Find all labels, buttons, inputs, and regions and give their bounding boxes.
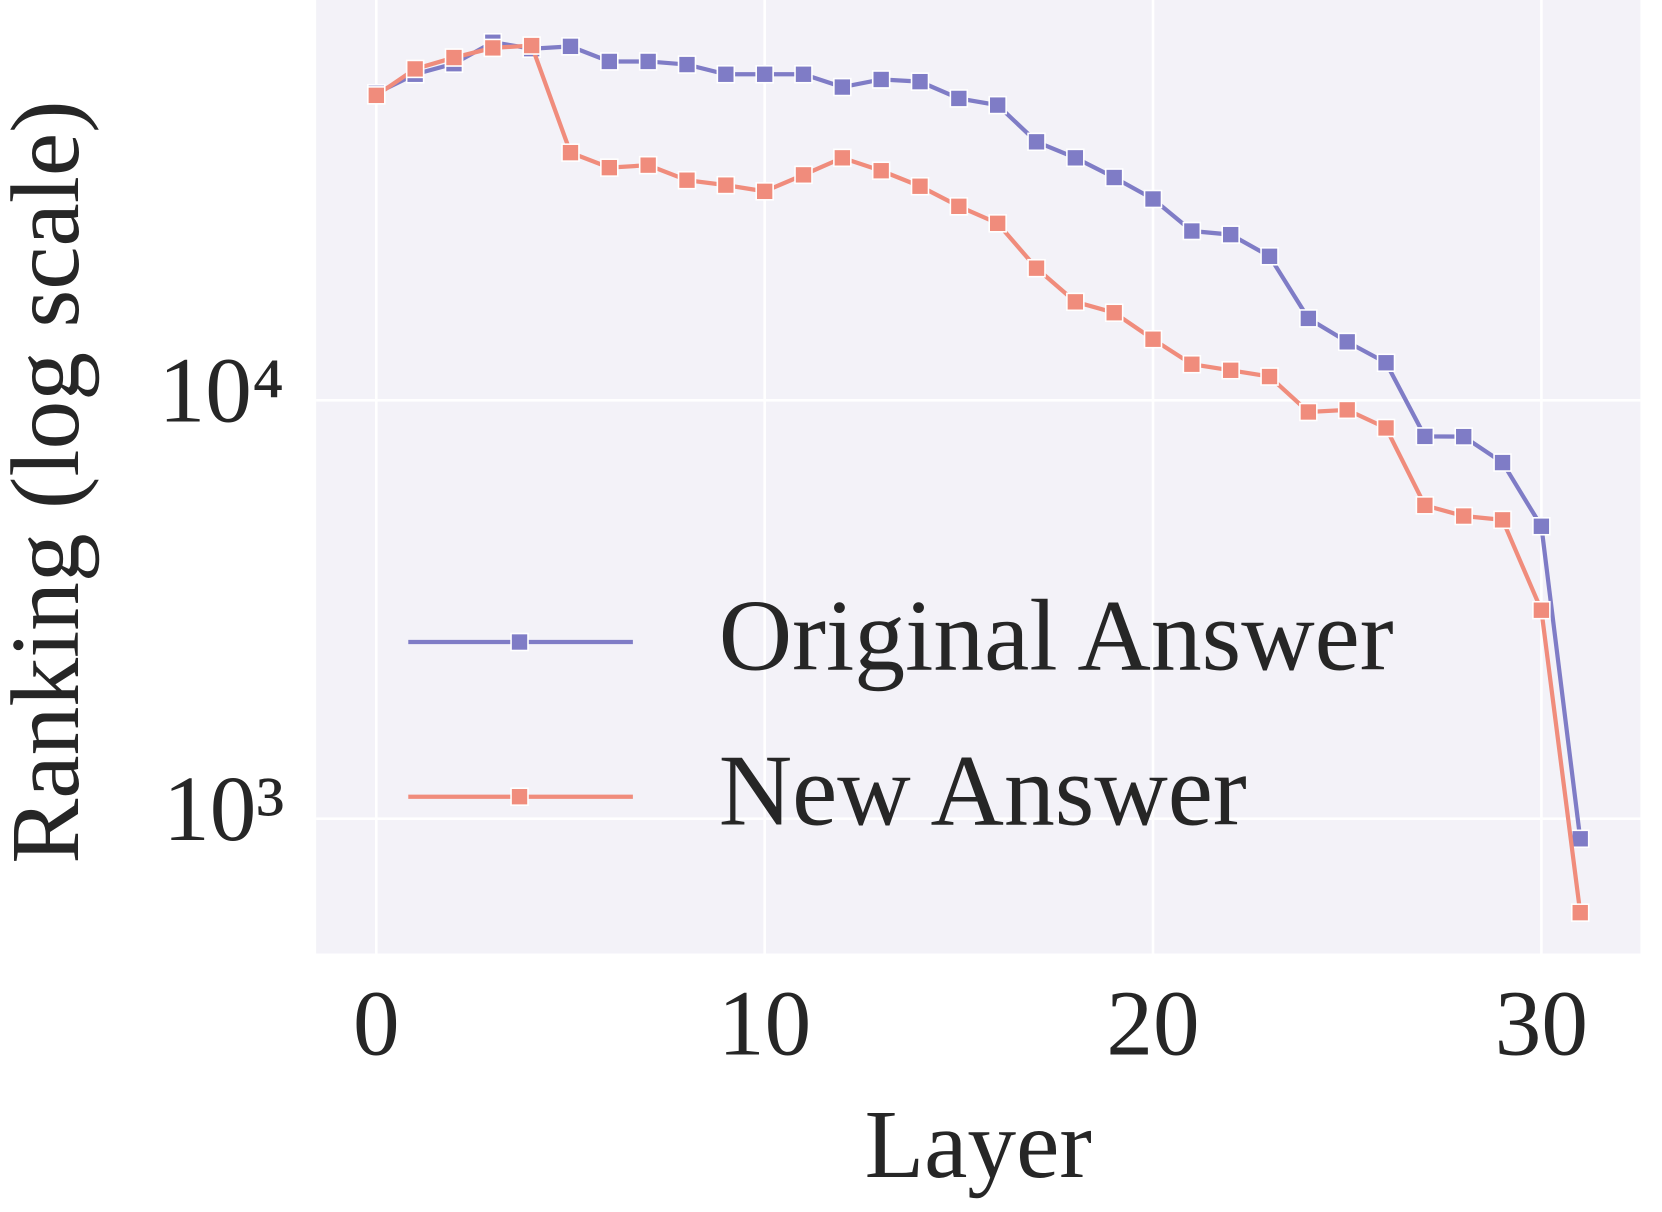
marker xyxy=(716,175,736,195)
marker xyxy=(1027,132,1046,152)
y-tick-label: 10³ xyxy=(163,758,284,861)
marker xyxy=(794,165,813,185)
marker xyxy=(677,55,697,74)
marker xyxy=(833,148,852,168)
marker xyxy=(755,182,774,201)
marker xyxy=(483,38,503,58)
marker xyxy=(1532,517,1551,536)
marker xyxy=(677,170,697,190)
marker xyxy=(1532,600,1551,620)
marker xyxy=(1337,400,1357,420)
marker xyxy=(1221,225,1240,244)
marker xyxy=(638,52,658,71)
marker xyxy=(1143,329,1163,349)
marker xyxy=(561,37,580,56)
marker xyxy=(1182,221,1202,241)
marker xyxy=(1415,427,1435,446)
marker xyxy=(600,52,619,71)
legend-marker xyxy=(510,632,529,652)
marker xyxy=(638,155,658,175)
legend-label: Original Answer xyxy=(719,579,1394,692)
marker xyxy=(1066,292,1085,312)
marker xyxy=(794,64,813,84)
marker xyxy=(1260,367,1279,386)
marker xyxy=(833,77,852,97)
y-axis-label: Ranking (log scale) xyxy=(0,100,100,863)
marker xyxy=(988,214,1007,233)
marker xyxy=(1299,402,1318,422)
marker xyxy=(949,89,969,108)
marker xyxy=(405,59,425,79)
marker xyxy=(1376,353,1396,373)
marker xyxy=(988,95,1007,115)
legend-marker xyxy=(510,787,529,806)
marker xyxy=(1454,427,1473,446)
marker xyxy=(1182,354,1202,374)
marker xyxy=(910,176,930,196)
marker xyxy=(600,158,619,177)
marker xyxy=(1454,506,1473,526)
marker xyxy=(1104,168,1124,187)
marker xyxy=(1066,148,1085,168)
marker xyxy=(871,161,891,180)
marker xyxy=(444,48,464,67)
marker xyxy=(561,143,580,162)
marker xyxy=(1260,247,1279,266)
marker xyxy=(1337,332,1357,352)
marker xyxy=(1104,303,1124,322)
marker xyxy=(1570,903,1590,922)
x-tick-label: 10 xyxy=(718,972,811,1075)
marker xyxy=(1493,510,1512,530)
marker xyxy=(1570,829,1590,849)
x-tick-label: 0 xyxy=(353,972,400,1075)
marker xyxy=(949,197,969,216)
marker xyxy=(1415,496,1435,515)
legend-label: New Answer xyxy=(719,733,1247,846)
marker xyxy=(755,64,774,84)
marker xyxy=(367,86,386,105)
marker xyxy=(1493,453,1512,472)
marker xyxy=(1221,361,1240,380)
marker xyxy=(910,72,930,91)
marker xyxy=(716,64,736,84)
x-tick-label: 30 xyxy=(1495,972,1588,1075)
marker xyxy=(522,36,541,55)
marker xyxy=(1027,258,1046,278)
marker xyxy=(1299,309,1318,328)
marker xyxy=(1376,418,1396,438)
y-tick-label: 10⁴ xyxy=(159,340,285,443)
marker xyxy=(871,70,891,89)
x-axis-label: Layer xyxy=(865,1091,1092,1199)
x-tick-label: 20 xyxy=(1106,972,1199,1075)
marker xyxy=(1143,189,1163,209)
